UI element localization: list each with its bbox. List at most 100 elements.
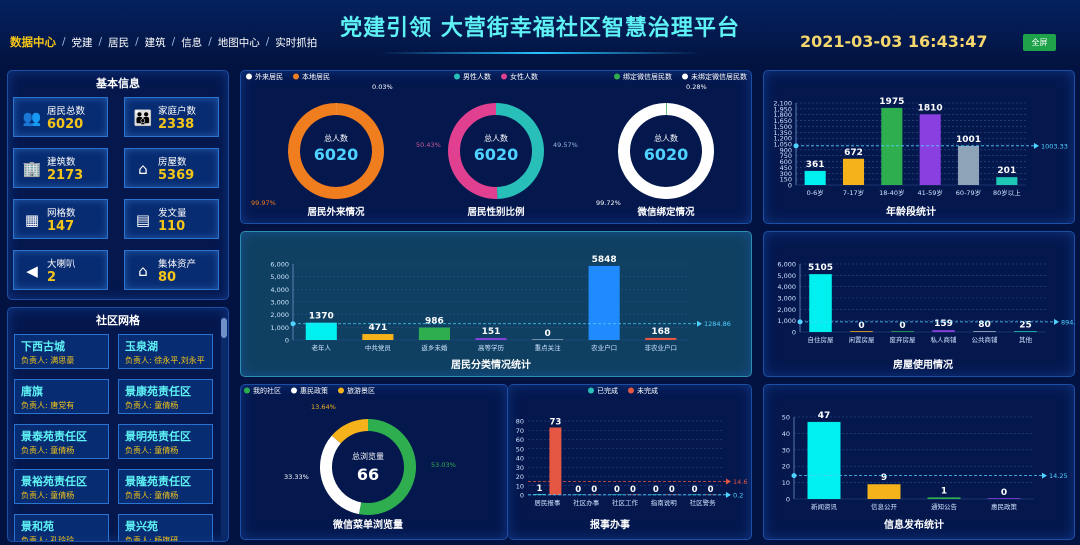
info-card-7[interactable]: ⌂ 集体资产 80 [124, 250, 219, 290]
grid-item[interactable]: 玉泉湖 负责人: 徐永平,刘永平 [118, 334, 213, 369]
info-card-4[interactable]: ▦ 网格数 147 [13, 199, 108, 239]
y-tick-label: 0 [788, 182, 792, 190]
nav-separator: / [62, 36, 66, 48]
nav-item-4[interactable]: 信息 [181, 36, 203, 49]
info-bar-chart: 0 10 20 30 40 50 47 新闻资讯 9 信息公开 1 通知公告 0 惠民政策 14.25 信息发… [782, 411, 1068, 531]
chart-title: 年龄段统计 [886, 205, 936, 218]
grid-scrollbar-thumb[interactable] [221, 318, 227, 338]
legend-label: 旅游景区 [347, 386, 375, 395]
x-tick-label: 废弃房屋 [890, 335, 917, 344]
grid-item[interactable]: 景裕苑责任区 负责人: 童倩杨 [14, 469, 109, 504]
info-card-label: 房屋数 [158, 157, 187, 168]
nav-item-6[interactable]: 实时抓拍 [275, 36, 318, 49]
nav-item-0[interactable]: 数据中心 [10, 35, 56, 49]
grid-item-person: 负责人: 唐党有 [21, 401, 75, 410]
average-label: 1284.86 [704, 320, 731, 328]
y-tick-label: 10 [782, 479, 790, 487]
bar-value-label: 47 [818, 411, 831, 421]
x-tick-label: 社区警务 [690, 498, 717, 507]
legend-label: 外来居民 [255, 72, 283, 81]
age-bar-chart: 01503004506007509001,0501,2001,3501,5001… [773, 97, 1068, 218]
grid-item-name: 唐旗 [21, 385, 43, 398]
bar [842, 158, 865, 185]
y-tick-label: 80 [516, 418, 524, 426]
legend-label: 未完成 [637, 386, 658, 395]
info-card-2[interactable]: 🏢 建筑数 2173 [13, 148, 108, 188]
info-card-6[interactable]: ◀ 大喇叭 2 [13, 250, 108, 290]
bar-value-label: 151 [482, 327, 501, 337]
x-tick-label: 7-17岁 [843, 188, 864, 197]
y-tick-label: 2,100 [773, 100, 792, 108]
fullscreen-button[interactable]: 全屏 [1023, 34, 1056, 51]
bar-value-label: 0 [692, 485, 698, 495]
nav-item-1[interactable]: 党建 [71, 36, 93, 49]
y-tick-label: 20 [516, 473, 524, 481]
info-card-value: 2 [47, 270, 57, 285]
bar [927, 497, 961, 499]
bar [305, 322, 337, 340]
y-tick-label: 1,950 [773, 105, 792, 113]
x-tick-label: 信息公开 [871, 502, 898, 511]
bar [932, 330, 955, 332]
average-arrow [726, 478, 731, 485]
y-tick-label: 5,000 [270, 273, 289, 281]
nav-separator: / [265, 36, 270, 48]
info-card-0[interactable]: 👥 居民总数 6020 [13, 97, 108, 137]
title-underline [380, 52, 700, 54]
menu-donut-slice [320, 435, 362, 515]
average-arrow [726, 491, 731, 498]
donut-1-slice [448, 103, 498, 199]
chart-title: 房屋使用情况 [893, 358, 953, 371]
speaker-icon: ◀ [26, 262, 38, 280]
chart-title: 微信菜单浏览量 [332, 518, 403, 531]
grid-item[interactable]: 景和苑 负责人: 孔玲玲 [14, 514, 109, 541]
people-icon: 👥 [22, 109, 42, 127]
grid-item[interactable]: 景明苑责任区 负责人: 童倩杨 [118, 424, 213, 459]
y-tick-label: 10 [516, 482, 524, 490]
donut-percent-label: 99.97% [251, 199, 276, 207]
donut-percent-label: 0.03% [372, 83, 393, 91]
community-grid-title: 社区网格 [96, 314, 140, 327]
grid-item[interactable]: 景隆苑责任区 负责人: 童倩杨 [118, 469, 213, 504]
y-tick-label: 1,000 [270, 324, 289, 332]
grid-item[interactable]: 景泰苑责任区 负责人: 童倩杨 [14, 424, 109, 459]
y-tick-label: 60 [516, 436, 524, 444]
legend-dot [246, 73, 252, 80]
info-panel: 0 10 20 30 40 50 47 新闻资讯 9 信息公开 1 通知公告 0 惠民政策 14.25 信息发… [763, 384, 1075, 540]
resident-donut-panel: 外来居民 本地居民 总人数 6020 居民外来情况 男性人数 女性人数 总人数 6020 居民性别… [240, 70, 752, 224]
bar-value-label: 73 [549, 417, 561, 427]
grid-item[interactable]: 下西古城 负责人: 满思豪 [14, 334, 109, 369]
donut-center-label: 总人数 [654, 133, 678, 143]
nav-item-3[interactable]: 建筑 [144, 36, 166, 49]
grid-item[interactable]: 唐旗负责人: 唐党有 [14, 379, 109, 414]
nav-item-5[interactable]: 地图中心 [217, 36, 260, 49]
y-tick-label: 300 [780, 170, 792, 178]
grid-item[interactable]: 景康苑责任区 负责人: 童倩杨 [118, 379, 213, 414]
y-tick-label: 6,000 [777, 261, 796, 269]
y-tick-label: 2,000 [270, 311, 289, 319]
average-label: 894.83 [1061, 318, 1076, 326]
info-card-label: 建筑数 [47, 157, 76, 168]
nav-item-2[interactable]: 居民 [108, 36, 130, 49]
average-arrow [1042, 472, 1047, 479]
info-card-5[interactable]: ▤ 发文量 110 [124, 199, 219, 239]
y-tick-label: 0 [786, 496, 790, 504]
family-icon: 👪 [133, 109, 153, 127]
y-tick-label: 30 [516, 464, 524, 472]
bar-value-label: 9 [881, 473, 887, 483]
info-card-1[interactable]: 👪 家庭户数 2338 [124, 97, 219, 137]
chart-title: 居民分类情况统计 [451, 358, 531, 371]
info-card-value: 5369 [158, 168, 195, 183]
bar-value-label: 0 [614, 485, 620, 495]
legend-label: 惠民政策 [300, 386, 328, 395]
average-marker [791, 473, 797, 479]
x-tick-label: 社区工作 [612, 498, 639, 507]
grid-item[interactable]: 景兴苑 负责人: 杨旗研 [118, 514, 213, 541]
x-tick-label: 惠民政策 [991, 502, 1018, 511]
grid-scrollbar[interactable] [221, 316, 227, 538]
donut-percent-label: 99.72% [596, 199, 621, 207]
info-card-3[interactable]: ⌂ 房屋数 5369 [124, 148, 219, 188]
y-tick-label: 0 [520, 492, 524, 500]
